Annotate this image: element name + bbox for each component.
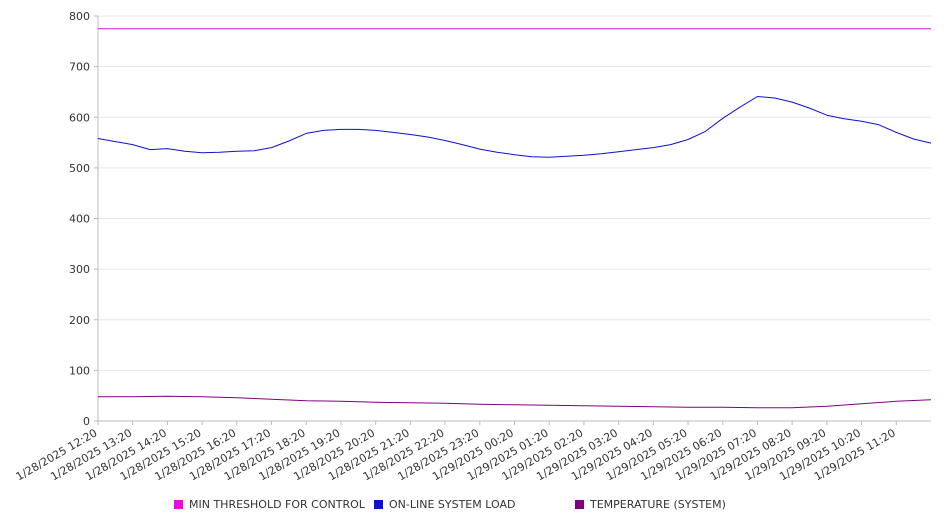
y-tick-label: 100 xyxy=(69,364,90,377)
y-tick-label: 200 xyxy=(69,314,90,327)
y-tick-label: 700 xyxy=(69,61,90,74)
y-tick-label: 500 xyxy=(69,162,90,175)
y-tick-label: 0 xyxy=(83,415,90,428)
series-line-2 xyxy=(97,96,932,158)
legend-swatch xyxy=(374,500,383,509)
chart-legend: MIN THRESHOLD FOR CONTROL ON-LINE SYSTEM … xyxy=(0,498,946,514)
legend-swatch xyxy=(174,500,183,509)
y-tick-label: 600 xyxy=(69,111,90,124)
y-tick-label: 400 xyxy=(69,213,90,226)
y-tick-label: 800 xyxy=(69,10,90,23)
legend-item: TEMPERATURE (SYSTEM) xyxy=(575,498,726,511)
legend-label: MIN THRESHOLD FOR CONTROL xyxy=(189,498,365,511)
series-line-3 xyxy=(98,395,932,409)
legend-label: TEMPERATURE (SYSTEM) xyxy=(590,498,726,511)
legend-swatch xyxy=(575,500,584,509)
legend-label: ON-LINE SYSTEM LOAD xyxy=(389,498,516,511)
legend-item: MIN THRESHOLD FOR CONTROL xyxy=(174,498,365,511)
legend-item: ON-LINE SYSTEM LOAD xyxy=(374,498,515,511)
y-tick-label: 300 xyxy=(69,263,90,276)
